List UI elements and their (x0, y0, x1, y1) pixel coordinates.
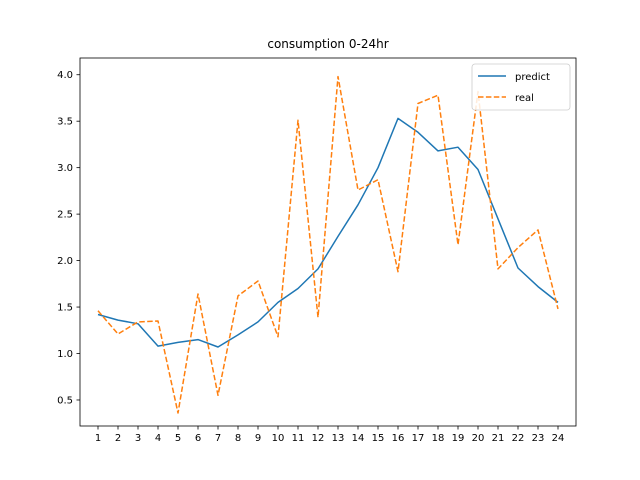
x-tick-label: 24 (552, 433, 565, 444)
x-tick-label: 22 (512, 433, 525, 444)
y-tick-label: 2.5 (57, 210, 73, 221)
chart-title: consumption 0-24hr (267, 37, 388, 51)
x-tick-label: 1 (95, 433, 101, 444)
series-line-real (97, 75, 559, 414)
y-tick-label: 4.0 (57, 70, 73, 81)
x-tick-label: 23 (532, 433, 545, 444)
x-tick-label: 10 (272, 433, 285, 444)
y-tick-label: 2.0 (57, 256, 73, 267)
x-tick-label: 21 (492, 433, 505, 444)
x-tick-label: 17 (412, 433, 425, 444)
y-tick-label: 3.5 (57, 117, 73, 128)
legend-label-predict: predict (515, 72, 550, 83)
legend-label-real: real (515, 93, 534, 104)
x-tick-label: 2 (115, 433, 121, 444)
x-tick-label: 20 (472, 433, 485, 444)
x-tick-label: 14 (352, 433, 365, 444)
x-tick-label: 13 (332, 433, 345, 444)
y-tick-label: 1.5 (57, 303, 73, 314)
x-tick-label: 16 (392, 433, 405, 444)
plot-area: 1 2 3 4 5 6 7 8 9 10 11 12 13 14 15 16 17 18 19 20 21 22 23 240… (57, 57, 577, 444)
x-tick-label: 3 (135, 433, 141, 444)
x-tick-label: 12 (312, 433, 325, 444)
x-tick-label: 15 (372, 433, 385, 444)
x-tick-label: 19 (452, 433, 465, 444)
y-tick-label: 3.0 (57, 163, 73, 174)
x-tick-label: 7 (215, 433, 221, 444)
axes-frame (79, 57, 577, 427)
x-tick-label: 4 (155, 433, 161, 444)
series-line-predict (97, 117, 559, 348)
y-tick-label: 0.5 (57, 395, 73, 406)
x-tick-label: 6 (195, 433, 201, 444)
x-tick-label: 8 (235, 433, 241, 444)
x-tick-label: 5 (175, 433, 181, 444)
x-tick-label: 9 (255, 433, 261, 444)
x-tick-label: 18 (432, 433, 445, 444)
y-tick-label: 1.0 (57, 349, 73, 360)
x-tick-label: 11 (292, 433, 305, 444)
